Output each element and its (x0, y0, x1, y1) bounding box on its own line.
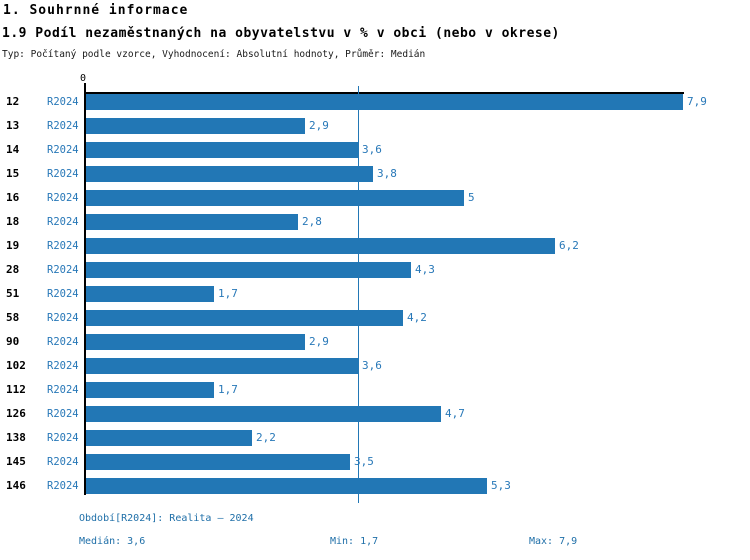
period-label: Období[R2024]: Realita – 2024 (79, 513, 254, 524)
section-title: 1. Souhrnné informace (3, 3, 189, 18)
chart-subtitle: Typ: Počítaný podle vzorce, Vyhodnocení:… (2, 49, 426, 60)
max-stat: Max: 7,9 (529, 536, 578, 547)
row-category-label: 138 (6, 431, 26, 444)
bar-value-label: 7,9 (687, 95, 707, 108)
row-series-label: R2024 (47, 168, 79, 180)
row-series-label: R2024 (47, 264, 79, 276)
row-series-label: R2024 (47, 192, 79, 204)
bar (86, 478, 487, 494)
bar (86, 94, 683, 110)
row-category-label: 102 (6, 359, 26, 372)
row-category-label: 13 (6, 119, 20, 132)
row-category-label: 146 (6, 479, 26, 492)
bar-value-label: 4,2 (407, 311, 427, 324)
row-category-label: 19 (6, 239, 20, 252)
median-line (358, 86, 359, 503)
bar-value-label: 2,2 (256, 431, 276, 444)
row-category-label: 16 (6, 191, 20, 204)
bar-value-label: 5 (468, 191, 475, 204)
bar (86, 214, 298, 230)
row-category-label: 51 (6, 287, 20, 300)
bar-value-label: 1,7 (218, 287, 238, 300)
row-series-label: R2024 (47, 96, 79, 108)
chart-title: 1.9 Podíl nezaměstnaných na obyvatelstvu… (2, 26, 560, 41)
row-series-label: R2024 (47, 120, 79, 132)
row-category-label: 145 (6, 455, 26, 468)
row-category-label: 15 (6, 167, 20, 180)
bar (86, 190, 464, 206)
bar (86, 118, 305, 134)
bar-value-label: 6,2 (559, 239, 579, 252)
bar (86, 286, 214, 302)
median-stat: Medián: 3,6 (79, 536, 146, 547)
row-series-label: R2024 (47, 360, 79, 372)
bar-value-label: 2,9 (309, 335, 329, 348)
bar-value-label: 2,9 (309, 119, 329, 132)
row-category-label: 112 (6, 383, 26, 396)
left-axis-line (84, 92, 86, 495)
bar (86, 142, 358, 158)
row-series-label: R2024 (47, 432, 79, 444)
bar (86, 262, 411, 278)
bar (86, 430, 252, 446)
row-category-label: 28 (6, 263, 20, 276)
bar (86, 310, 403, 326)
bar-value-label: 3,5 (354, 455, 374, 468)
bar-value-label: 2,8 (302, 215, 322, 228)
bar-value-label: 1,7 (218, 383, 238, 396)
bar-value-label: 3,6 (362, 143, 382, 156)
bar (86, 406, 441, 422)
bar (86, 382, 214, 398)
row-series-label: R2024 (47, 336, 79, 348)
row-series-label: R2024 (47, 288, 79, 300)
row-series-label: R2024 (47, 216, 79, 228)
row-category-label: 12 (6, 95, 20, 108)
axis-tick-label-zero: 0 (80, 73, 87, 84)
row-series-label: R2024 (47, 480, 79, 492)
row-category-label: 90 (6, 335, 20, 348)
axis-tick-mark (84, 83, 86, 92)
row-series-label: R2024 (47, 240, 79, 252)
row-category-label: 14 (6, 143, 20, 156)
row-series-label: R2024 (47, 384, 79, 396)
bar-value-label: 5,3 (491, 479, 511, 492)
row-category-label: 58 (6, 311, 20, 324)
top-axis-line (84, 92, 684, 94)
bar-value-label: 4,7 (445, 407, 465, 420)
bar (86, 334, 305, 350)
bar (86, 166, 373, 182)
min-stat: Min: 1,7 (330, 536, 379, 547)
row-series-label: R2024 (47, 408, 79, 420)
row-category-label: 18 (6, 215, 20, 228)
bar-value-label: 3,6 (362, 359, 382, 372)
bar-value-label: 4,3 (415, 263, 435, 276)
bar-value-label: 3,8 (377, 167, 397, 180)
bar (86, 238, 555, 254)
row-series-label: R2024 (47, 312, 79, 324)
row-series-label: R2024 (47, 456, 79, 468)
bar (86, 454, 350, 470)
row-series-label: R2024 (47, 144, 79, 156)
row-category-label: 126 (6, 407, 26, 420)
bar (86, 358, 358, 374)
